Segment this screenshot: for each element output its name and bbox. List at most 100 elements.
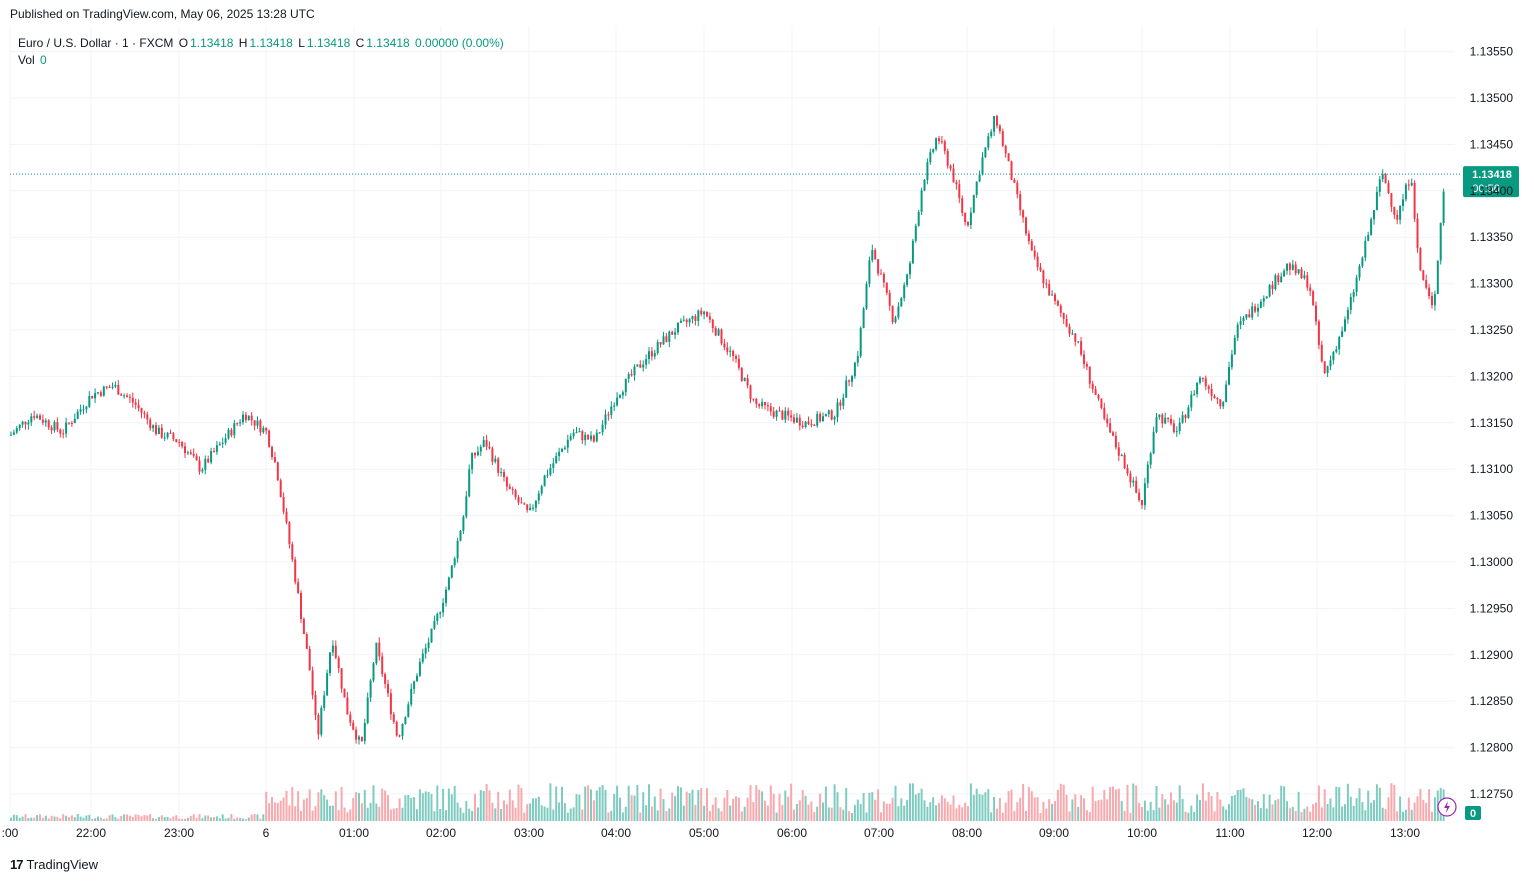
candle-body bbox=[1315, 305, 1317, 322]
candle bbox=[433, 615, 436, 630]
candle bbox=[1349, 293, 1352, 315]
volume-bar bbox=[543, 806, 546, 821]
high-label: H bbox=[238, 36, 248, 50]
candle-body bbox=[1375, 191, 1378, 211]
volume-bar bbox=[726, 790, 729, 821]
volume-bar bbox=[433, 811, 436, 821]
candle-body bbox=[300, 592, 302, 619]
candle-body bbox=[134, 402, 137, 405]
candle bbox=[891, 305, 894, 325]
candle-body bbox=[1274, 275, 1277, 290]
candle bbox=[639, 360, 642, 369]
candle-body bbox=[166, 432, 169, 438]
volume-bar bbox=[1257, 801, 1259, 821]
candle-body bbox=[708, 316, 711, 320]
candle bbox=[1187, 404, 1190, 419]
candle bbox=[880, 269, 882, 275]
candle-body bbox=[819, 413, 822, 422]
candle bbox=[169, 429, 172, 434]
volume-bar bbox=[456, 802, 459, 821]
symbol-title[interactable]: Euro / U.S. Dollar · 1 · FXCM bbox=[18, 36, 174, 50]
volume-bar bbox=[1399, 796, 1402, 821]
candle bbox=[1158, 414, 1161, 420]
candle bbox=[842, 393, 845, 410]
candle bbox=[819, 411, 822, 423]
volume-bar bbox=[1338, 787, 1341, 821]
candle bbox=[294, 556, 297, 585]
volume-bar bbox=[961, 807, 964, 821]
volume-bar bbox=[642, 792, 645, 821]
candle bbox=[1257, 303, 1259, 317]
candle-body bbox=[517, 497, 520, 503]
volume-bar bbox=[540, 805, 543, 821]
candle-body bbox=[880, 273, 882, 275]
candle-body bbox=[311, 670, 314, 696]
candle bbox=[355, 726, 358, 744]
candle-body bbox=[163, 437, 166, 439]
volume-bar bbox=[314, 806, 317, 821]
countdown-label: 00:56 bbox=[1472, 183, 1500, 195]
x-tick-label: 10:00 bbox=[1127, 826, 1157, 840]
candle-body bbox=[853, 362, 856, 377]
candle bbox=[24, 421, 27, 430]
candle-body bbox=[213, 451, 215, 453]
candle bbox=[1262, 295, 1265, 307]
candle bbox=[981, 152, 984, 176]
volume-label[interactable]: Vol bbox=[18, 53, 35, 67]
candle-body bbox=[1004, 145, 1007, 154]
volume-bar bbox=[665, 811, 668, 821]
candle bbox=[384, 672, 387, 689]
candle bbox=[537, 490, 540, 505]
volume-bar bbox=[555, 786, 558, 821]
candle bbox=[830, 409, 833, 421]
volume-bar bbox=[21, 816, 24, 821]
volume-bar bbox=[1268, 794, 1271, 821]
volume-bar bbox=[88, 814, 91, 821]
tradingview-logo[interactable]: 17 TradingView bbox=[10, 857, 98, 872]
volume-bar bbox=[53, 816, 56, 821]
candle-body bbox=[146, 414, 149, 420]
volume-bar bbox=[720, 811, 723, 821]
volume-bar bbox=[1085, 810, 1088, 821]
candle-body bbox=[505, 477, 508, 487]
candle bbox=[128, 394, 131, 403]
chart-area[interactable]: 1.13418 00:56 0 1.13550 1.13500 1.13450 1.134… bbox=[0, 26, 1534, 856]
candle bbox=[874, 248, 877, 260]
candle-body bbox=[1109, 423, 1112, 433]
candle bbox=[146, 411, 149, 425]
candle-body bbox=[598, 432, 601, 434]
volume-bar bbox=[482, 791, 485, 821]
candle bbox=[1358, 263, 1361, 281]
candle-body bbox=[894, 317, 897, 323]
candle-body bbox=[1219, 399, 1222, 407]
candle bbox=[175, 439, 178, 443]
candle bbox=[572, 429, 575, 440]
volume-bar bbox=[131, 816, 134, 821]
volume-bar bbox=[1164, 799, 1167, 821]
candle-body bbox=[108, 387, 111, 389]
candle-body bbox=[459, 530, 462, 541]
volume-bar bbox=[102, 818, 105, 821]
candle-body bbox=[1271, 284, 1274, 290]
volume-bar bbox=[839, 807, 842, 821]
candle bbox=[1254, 303, 1257, 314]
volume-bar bbox=[517, 784, 520, 821]
volume-bar bbox=[639, 812, 642, 821]
candle bbox=[1309, 283, 1312, 296]
candle-body bbox=[630, 374, 633, 376]
candle-body bbox=[903, 285, 906, 299]
volume-bar bbox=[421, 793, 424, 821]
candle bbox=[1077, 341, 1080, 344]
volume-bar bbox=[633, 795, 636, 821]
volume-bar bbox=[732, 798, 735, 821]
candle-body bbox=[36, 415, 39, 418]
candle-body bbox=[10, 434, 12, 436]
candle bbox=[1373, 209, 1375, 225]
candle-body bbox=[1236, 324, 1239, 338]
volume-bar bbox=[334, 791, 337, 821]
candle-body bbox=[932, 149, 935, 153]
volume-bar bbox=[105, 818, 108, 821]
candle-body bbox=[1370, 219, 1373, 235]
candle-body bbox=[534, 500, 537, 508]
